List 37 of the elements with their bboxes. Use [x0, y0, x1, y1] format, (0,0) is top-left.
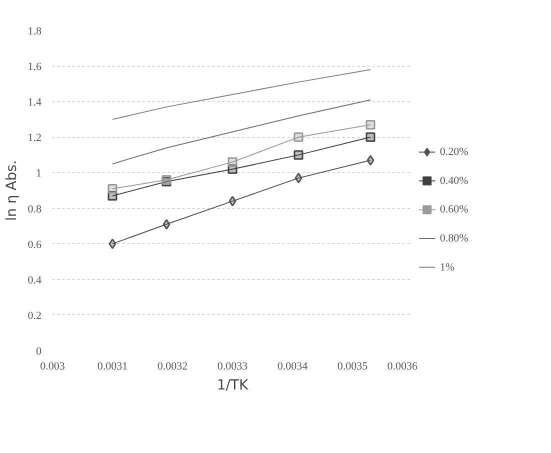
legend-label: 0.60%	[440, 204, 468, 216]
point	[162, 219, 170, 230]
x-tick-label: 0.0031	[97, 360, 128, 372]
point	[108, 238, 116, 250]
y-tick-label: 1.4	[28, 96, 42, 109]
y-tick-label: 0	[36, 346, 42, 358]
point	[366, 132, 376, 142]
y-tick-label: 1.8	[28, 26, 42, 38]
x-tick-label: 0.003	[40, 360, 66, 372]
x-tick-label: 0.0034	[277, 360, 308, 372]
y-tick-label: 0.8	[28, 203, 42, 216]
legend-label: 0.80%	[440, 232, 468, 244]
x-tick-label: 0.0035	[337, 360, 368, 372]
x-tick-label: 0.0032	[157, 360, 188, 372]
legend-label: 0.40%	[440, 174, 468, 187]
legend-label: 0.20%	[440, 146, 468, 158]
line-series	[112, 69, 371, 120]
y-tick-label: 1.2	[28, 132, 42, 144]
point	[294, 172, 302, 184]
legend-label: 1%	[440, 261, 455, 274]
y-tick-label: 0.4	[28, 274, 42, 286]
line-series	[112, 99, 371, 164]
point	[366, 120, 376, 130]
x-tick-label: 0.0033	[217, 360, 248, 372]
x-axis-title: 1/TK	[216, 378, 249, 394]
point	[294, 132, 304, 142]
y-tick-label: 1.6	[28, 61, 42, 74]
y-tick-label: 1	[36, 168, 42, 180]
point	[366, 155, 374, 166]
point	[228, 196, 236, 206]
y-tick-label: 0.2	[28, 310, 42, 322]
point	[108, 184, 118, 194]
y-axis-title: ln η Abs.	[4, 160, 20, 221]
x-tick-label: 0.0036	[387, 360, 418, 372]
y-tick-label: 0.6	[28, 238, 42, 251]
point	[294, 150, 304, 160]
point	[228, 157, 238, 167]
